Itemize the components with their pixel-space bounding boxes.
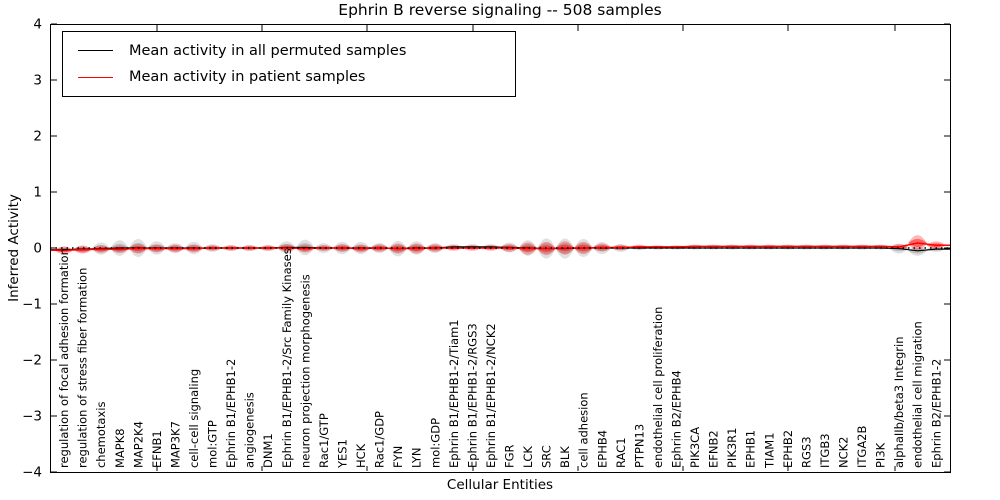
x-tick-label: EPHB1	[744, 430, 758, 468]
x-tick-label: cell adhesion	[577, 392, 591, 468]
x-tick-label: EFNB1	[150, 430, 164, 468]
x-tick-label: chemotaxis	[94, 402, 108, 468]
x-tick-label: PTPN13	[632, 424, 646, 468]
x-tick-label: NCK2	[836, 437, 850, 469]
y-tick-label: 2	[33, 129, 42, 145]
legend: Mean activity in all permuted samples Me…	[62, 31, 516, 97]
x-tick-label: Ephrin B1/EPHB1-2/RGS3	[465, 323, 479, 468]
x-tick-label: LCK	[521, 446, 535, 468]
x-tick-label: mol:GTP	[206, 420, 220, 468]
x-tick-label: EPHB2	[781, 430, 795, 468]
x-tick-label: LYN	[410, 447, 424, 468]
x-axis-label: Cellular Entities	[446, 477, 554, 493]
x-tick-label: endothelial cell proliferation	[651, 307, 665, 468]
x-tick-label: TIAM1	[762, 432, 776, 469]
x-tick-label: HCK	[354, 443, 368, 468]
x-tick-label: Ephrin B1/EPHB1-2/Src Family Kinases	[280, 248, 294, 468]
x-tick-label: EFNB2	[707, 430, 721, 468]
x-tick-label: mol:GDP	[428, 418, 442, 468]
legend-label-patient: Mean activity in patient samples	[129, 69, 366, 86]
x-tick-label: Ephrin B1/EPHB1-2/NCK2	[484, 323, 498, 468]
x-tick-label: SRC	[540, 445, 554, 468]
x-tick-label: Ephrin B2/EPHB1-2	[929, 359, 943, 468]
x-tick-label: MAP3K7	[168, 421, 182, 468]
legend-item-patient: Mean activity in patient samples	[63, 69, 515, 85]
y-tick-label: −2	[22, 353, 42, 369]
y-tick-label: −3	[22, 409, 42, 425]
x-tick-label: FYN	[391, 446, 405, 468]
x-tick-label: regulation of stress fiber formation	[76, 268, 90, 468]
x-tick-label: angiogenesis	[243, 392, 257, 468]
x-tick-label: Ephrin B1/EPHB1-2	[224, 359, 238, 468]
x-tick-label: PIK3CA	[688, 427, 702, 468]
x-tick-label: PI3K	[874, 442, 888, 468]
x-tick-label: cell-cell signaling	[187, 369, 201, 468]
legend-label-permuted: Mean activity in all permuted samples	[129, 42, 407, 59]
x-tick-label: neuron projection morphogenesis	[298, 274, 312, 468]
x-tick-label: RGS3	[799, 436, 813, 468]
x-tick-label: YES1	[335, 439, 349, 469]
legend-item-permuted: Mean activity in all permuted samples	[63, 43, 515, 59]
permuted-line-swatch	[78, 50, 113, 52]
x-tick-label: RAC1	[614, 437, 628, 468]
x-tick-label: Ephrin B2/EPHB4	[669, 370, 683, 468]
x-tick-label: MAPK8	[113, 428, 127, 468]
x-tick-label: FGR	[502, 444, 516, 468]
x-tick-label: BLK	[558, 446, 572, 468]
x-tick-label: Ephrin B1/EPHB1-2/Tiam1	[447, 319, 461, 468]
x-tick-label: ITGB3	[818, 433, 832, 468]
y-tick-label: 4	[33, 17, 42, 33]
x-tick-label: Rac1/GTP	[317, 413, 331, 468]
x-tick-label: DNM1	[261, 433, 275, 468]
x-tick-label: ITGA2B	[855, 425, 869, 468]
plot-border	[50, 24, 951, 473]
x-tick-label: Rac1/GDP	[373, 411, 387, 468]
y-tick-label: −1	[22, 297, 42, 313]
y-tick-label: 1	[33, 185, 42, 201]
x-tick-label: MAP2K4	[131, 421, 145, 468]
chart-title: Ephrin B reverse signaling -- 508 sample…	[338, 1, 662, 19]
patient-line-swatch	[78, 76, 113, 78]
x-tick-label: regulation of focal adhesion formation	[57, 248, 71, 468]
y-tick-label: 3	[33, 73, 42, 89]
y-tick-label: −4	[22, 465, 42, 481]
x-tick-label: endothelial cell migration	[911, 321, 925, 468]
x-tick-label: EPHB4	[595, 430, 609, 468]
x-tick-label: PIK3R1	[725, 428, 739, 469]
x-tick-label: alphaIIb/beta3 Integrin	[892, 336, 906, 468]
y-tick-label: 0	[33, 241, 42, 257]
patient-mean-line	[50, 242, 950, 251]
